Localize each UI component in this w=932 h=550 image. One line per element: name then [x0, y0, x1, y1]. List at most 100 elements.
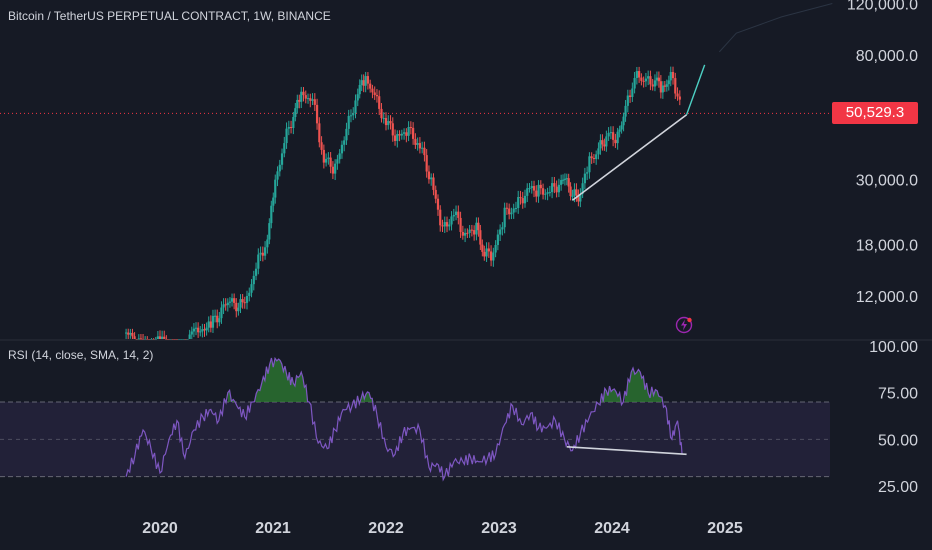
candle-body — [450, 216, 453, 225]
candle-body — [526, 188, 529, 196]
candle-body — [445, 222, 449, 227]
candle-body — [487, 248, 490, 252]
candle-body — [393, 135, 397, 141]
price-axis[interactable]: 120,000.0 80,000.0 30,000.0 18,000.0 12,000.… — [847, 0, 918, 306]
candle-body — [340, 144, 344, 154]
candle-body — [261, 252, 264, 256]
candle-body — [669, 71, 672, 81]
candle-body — [418, 143, 421, 149]
candle-body — [373, 92, 376, 95]
candle-body — [501, 227, 504, 230]
candle-body — [334, 163, 337, 174]
candle-body — [412, 127, 415, 139]
rsi-line — [125, 356, 683, 482]
symbol-title[interactable]: Bitcoin / TetherUS PERPETUAL CONTRACT, 1… — [8, 9, 331, 23]
candle-body — [461, 231, 464, 236]
candle-body — [276, 171, 279, 180]
candle-body — [194, 327, 198, 329]
candle-body — [571, 195, 574, 197]
candle-body — [192, 328, 195, 332]
candle-body — [583, 173, 586, 184]
candle-body — [378, 96, 381, 109]
candle-body — [366, 76, 370, 84]
candle-body — [322, 149, 325, 163]
candle-body — [661, 85, 664, 93]
candle-body — [454, 211, 458, 215]
candle-body — [607, 132, 610, 137]
candle-body — [245, 296, 249, 303]
rsi-trendline[interactable] — [566, 446, 687, 456]
candle-body — [663, 85, 666, 87]
candle-body — [250, 284, 253, 293]
candle-body — [626, 95, 629, 106]
candle-body — [535, 190, 538, 197]
candle-body — [561, 179, 565, 181]
lightning-icon[interactable] — [675, 316, 693, 334]
candle-body — [257, 254, 260, 269]
candle-body — [430, 177, 433, 180]
candle-body — [263, 247, 267, 256]
candle-body — [283, 143, 286, 154]
candle-body — [483, 251, 486, 257]
candle-body — [203, 329, 206, 331]
candle-body — [331, 166, 334, 174]
candle-body — [597, 148, 600, 155]
candle-body — [624, 105, 627, 117]
candle-body — [649, 76, 652, 85]
candle-body — [304, 95, 307, 99]
candle-body — [325, 158, 328, 163]
price-pane[interactable]: 120,000.0 80,000.0 30,000.0 18,000.0 12,000.… — [0, 0, 918, 340]
candle-body — [402, 132, 406, 134]
projection-line[interactable] — [685, 64, 706, 115]
candle-body — [224, 304, 227, 306]
rsi-pane[interactable]: 100.00 75.00 50.00 25.00 — [0, 339, 918, 496]
candle-body — [306, 98, 310, 100]
candle-body — [405, 132, 408, 136]
candle-body — [216, 315, 219, 323]
candle-body — [479, 230, 482, 245]
candle-body — [620, 125, 623, 130]
candle-body — [605, 136, 608, 147]
candle-body — [127, 332, 130, 335]
candle-body — [133, 336, 136, 339]
candle-body — [530, 186, 533, 189]
candle-body — [569, 186, 572, 197]
candle-body — [380, 108, 383, 119]
candle-body — [298, 99, 301, 102]
time-axis[interactable]: 2020 2021 2022 2023 2024 2025 — [142, 520, 743, 537]
candle-body — [188, 334, 191, 339]
candle-body — [338, 153, 341, 160]
candle-body — [489, 251, 493, 261]
candle-body — [631, 88, 634, 97]
candle-body — [671, 71, 675, 79]
candle-body — [327, 157, 330, 159]
candle-body — [309, 98, 312, 101]
candle-body — [248, 292, 251, 297]
candle-body — [384, 118, 388, 126]
support-trendline[interactable] — [571, 114, 688, 201]
candle-body — [553, 183, 556, 187]
candle-body — [158, 336, 162, 339]
candle-body — [512, 208, 515, 213]
candle-body — [466, 232, 469, 234]
candle-body — [653, 80, 657, 87]
rsi-tick-label: 25.00 — [878, 479, 918, 496]
candle-body — [505, 207, 509, 209]
rsi-indicator-title[interactable]: RSI (14, close, SMA, 14, 2) — [8, 348, 154, 362]
candle-body — [414, 138, 417, 145]
candle-body — [125, 332, 128, 334]
candle-body — [207, 321, 210, 328]
rsi-axis[interactable]: 100.00 75.00 50.00 25.00 — [869, 339, 918, 496]
candle-body — [452, 214, 455, 217]
candle-body — [199, 331, 202, 333]
candle-body — [387, 121, 390, 126]
time-tick-label: 2021 — [255, 520, 291, 537]
candle-body — [537, 184, 540, 197]
candle-body — [475, 222, 478, 235]
candle-body — [163, 336, 166, 339]
candle-body — [659, 81, 662, 93]
candle-body — [640, 77, 643, 81]
candle-body — [575, 189, 578, 196]
candle-body — [441, 225, 444, 227]
